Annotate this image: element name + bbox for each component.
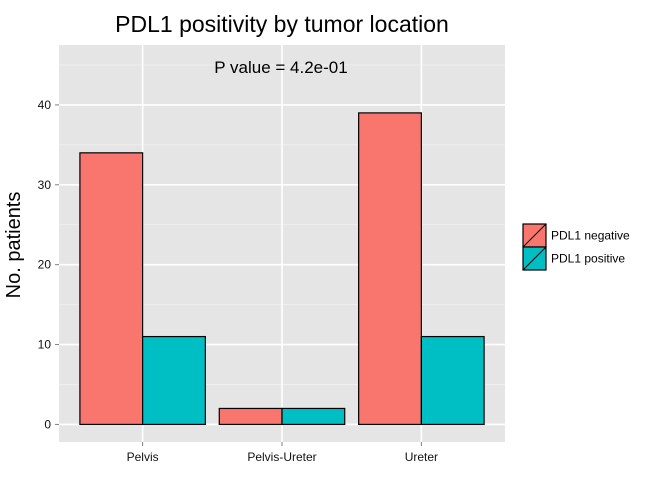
y-tick-label: 20 [38,258,52,272]
y-axis: 0 10 20 30 40 [38,98,59,431]
bar-pdl1-negative-pelvis-ureter [218,407,283,426]
bar-pdl1-positive-pelvis [142,335,206,426]
legend: PDL1 negative PDL1 positive [522,223,630,271]
x-tick-label: Ureter [405,450,438,464]
legend-label: PDL1 negative [551,229,630,243]
bar-pdl1-negative-pelvis [79,152,144,426]
legend-label: PDL1 positive [551,252,625,266]
bar-pdl1-negative-ureter [358,112,422,426]
y-tick-label: 40 [38,98,52,112]
y-tick-label: 0 [44,417,51,431]
bars [79,112,485,426]
bar-pdl1-positive-pelvis-ureter [281,407,346,426]
x-tick-label: Pelvis-Ureter [247,450,316,464]
chart-title: PDL1 positivity by tumor location [115,11,449,37]
x-tick-label: Pelvis [127,450,159,464]
y-tick-label: 30 [38,178,52,192]
legend-key-slash [522,246,547,271]
y-tick-label: 10 [38,338,52,352]
p-value-annotation: P value = 4.2e-01 [214,58,347,77]
bar-pdl1-positive-ureter [420,335,485,426]
x-axis: Pelvis Pelvis-Ureter Ureter [127,442,438,464]
y-axis-label: No. patients [3,192,25,299]
legend-key-slash [522,223,547,248]
